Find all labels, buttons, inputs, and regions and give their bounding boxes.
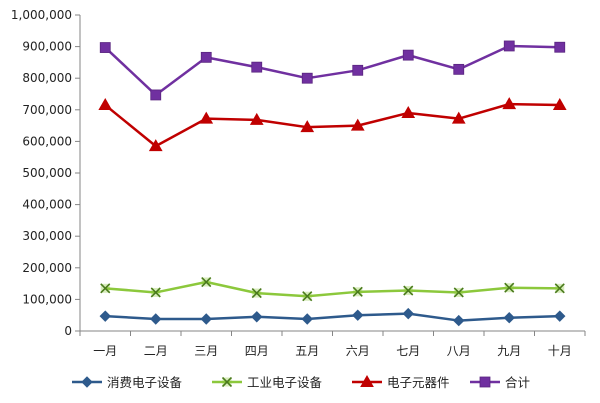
data-point: [150, 313, 162, 325]
data-point: [352, 286, 363, 297]
y-tick-label: 100,000: [22, 292, 72, 306]
x-tick-label: 七月: [396, 344, 420, 358]
legend-marker: [479, 376, 491, 388]
legend-label: 消费电子设备: [107, 375, 183, 390]
series-line-3: [104, 44, 560, 97]
series-line-1: [105, 280, 560, 298]
x-tick-label: 九月: [497, 344, 521, 358]
legend-label: 电子元器件: [387, 375, 450, 390]
data-point: [302, 291, 313, 302]
data-point: [148, 139, 163, 152]
data-point: [554, 310, 566, 322]
data-point: [453, 63, 465, 75]
data-point: [150, 287, 161, 298]
data-point: [200, 313, 212, 325]
y-tick-label: 600,000: [22, 134, 72, 148]
data-point: [200, 51, 212, 63]
series-line-2: [104, 102, 560, 148]
x-axis-ticks: 一月 二月 三月 四月 五月 六月 七月 八月 九月 十月: [79, 331, 586, 358]
x-tick-label: 五月: [295, 344, 319, 358]
data-point: [150, 89, 162, 101]
data-point: [251, 311, 263, 323]
data-point: [352, 64, 364, 76]
y-tick-label: 300,000: [22, 229, 72, 243]
data-point: [251, 288, 262, 299]
y-tick-label: 900,000: [22, 40, 72, 54]
x-tick-label: 四月: [245, 344, 269, 358]
data-point: [554, 41, 566, 53]
y-tick-label: 200,000: [22, 261, 72, 275]
data-point: [402, 49, 414, 61]
data-point: [554, 283, 565, 294]
legend-label: 合计: [505, 375, 530, 390]
data-point: [552, 98, 567, 111]
data-point: [401, 105, 416, 118]
data-point: [300, 120, 315, 133]
y-tick-label: 1,000,000: [11, 8, 72, 22]
data-point: [502, 97, 517, 110]
series-group: [98, 40, 567, 327]
legend-marker: [360, 374, 374, 387]
legend: 消费电子设备 工业电子设备 电子元器件 合计: [72, 374, 530, 390]
data-point: [201, 276, 212, 288]
data-point: [403, 285, 414, 296]
x-tick-label: 八月: [447, 344, 471, 358]
data-point: [199, 111, 214, 124]
data-point: [453, 287, 464, 298]
y-tick-label: 700,000: [22, 103, 72, 117]
y-tick-label: 400,000: [22, 198, 72, 212]
data-point: [503, 312, 515, 324]
y-tick-label: 800,000: [22, 71, 72, 85]
data-point: [350, 118, 365, 131]
data-point: [251, 61, 263, 73]
y-axis-ticks: 0 100,000 200,000 300,000 400,000 500,000 600,…: [11, 8, 80, 338]
x-tick-label: 三月: [194, 344, 218, 358]
data-point: [504, 282, 515, 293]
legend-label: 工业电子设备: [247, 375, 323, 390]
data-point: [453, 314, 465, 327]
data-point: [402, 307, 414, 320]
data-point: [99, 42, 111, 53]
series-line-0: [105, 312, 560, 322]
data-point: [301, 313, 313, 325]
data-point: [352, 309, 364, 321]
x-tick-label: 二月: [144, 344, 168, 358]
data-point: [99, 310, 111, 322]
x-tick-label: 一月: [93, 344, 117, 358]
x-tick-label: 十月: [548, 344, 572, 358]
y-tick-label: 500,000: [22, 166, 72, 180]
legend-marker: [81, 376, 93, 388]
data-point: [301, 72, 313, 84]
data-point: [100, 283, 111, 294]
y-tick-label: 0: [64, 324, 72, 338]
data-point: [503, 40, 515, 52]
data-point: [249, 112, 264, 125]
legend-marker: [221, 376, 233, 388]
data-point: [98, 98, 113, 111]
data-point: [451, 111, 466, 124]
x-tick-label: 六月: [346, 344, 370, 358]
